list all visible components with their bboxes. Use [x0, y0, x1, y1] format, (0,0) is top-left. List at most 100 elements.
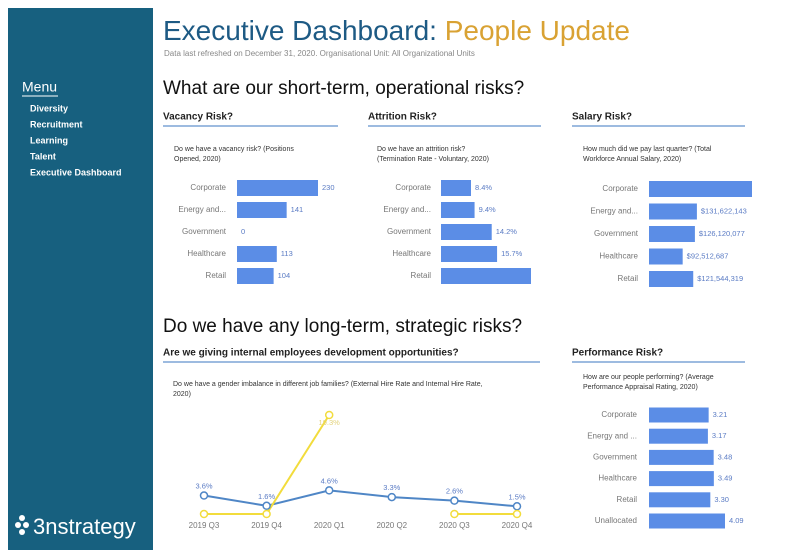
value-label: 1.6% [258, 492, 275, 501]
panel-subtitle: Do we have a gender imbalance in differe… [173, 381, 483, 388]
category-label: Healthcare [598, 474, 637, 483]
category-label: Government [593, 453, 638, 462]
category-label: Healthcare [187, 249, 226, 258]
menu-item[interactable]: Diversity [30, 103, 68, 113]
category-label: Healthcare [392, 249, 431, 258]
category-label: Energy and... [590, 207, 638, 216]
menu-item[interactable]: Recruitment [30, 119, 83, 129]
value-label: 230 [322, 183, 335, 192]
value-label: 3.3% [383, 483, 400, 492]
category-label: Energy and ... [587, 431, 637, 440]
panel-title: Salary Risk? [572, 112, 632, 123]
series-line [204, 414, 517, 515]
x-tick-label: 2019 Q3 [189, 521, 220, 530]
series-line [203, 489, 518, 508]
value-label: 104 [278, 271, 291, 280]
value-label: 15.7% [501, 249, 523, 258]
logo: 3nstrategy [15, 514, 136, 539]
category-label: Corporate [395, 183, 431, 192]
category-label: Government [182, 227, 227, 236]
logo-dot [19, 529, 25, 535]
bar [441, 202, 475, 218]
title-main: Executive Dashboard: [163, 15, 437, 46]
category-label: Retail [411, 271, 432, 280]
bar [649, 513, 725, 529]
menu-item[interactable]: Learning [30, 135, 68, 145]
value-label: 8.4% [475, 183, 492, 192]
category-label: Corporate [190, 183, 226, 192]
panel-subtitle: (Termination Rate - Voluntary, 2020) [377, 156, 489, 163]
bar [237, 202, 287, 218]
value-label: 113 [281, 249, 293, 258]
page-title: Executive Dashboard: People Update [163, 15, 630, 46]
logo-dot [15, 522, 21, 528]
panel-subtitle: 2020) [173, 391, 191, 398]
point [512, 502, 522, 511]
section-heading: What are our short-term, operational ris… [163, 78, 524, 99]
panel-title: Are we giving internal employees develop… [163, 348, 459, 359]
x-tick-label: 2020 Q1 [314, 521, 345, 530]
x-tick-label: 2019 Q4 [251, 521, 282, 530]
panel-subtitle: How are our people performing? (Average [583, 374, 714, 381]
panel-title: Attrition Risk? [368, 112, 437, 123]
logo-dot [19, 515, 25, 521]
value-label: 1.5% [508, 492, 525, 501]
bar [649, 492, 711, 508]
category-label: Unallocated [595, 516, 637, 525]
bar [441, 246, 498, 262]
value-label: $92,512,687 [687, 251, 729, 260]
category-label: Retail [206, 271, 227, 280]
section-heading: Do we have any long-term, strategic risk… [163, 316, 522, 337]
point [324, 410, 334, 420]
bar [441, 268, 531, 284]
point [450, 496, 459, 505]
point [512, 509, 522, 519]
value-label: 2.6% [446, 487, 463, 496]
value-label: 3.6% [195, 482, 212, 491]
point [199, 509, 209, 519]
point [324, 486, 334, 495]
x-tick-label: 2020 Q3 [439, 521, 470, 530]
panel-subtitle: Do we have an attrition risk? [377, 146, 465, 153]
category-label: Energy and... [178, 205, 226, 214]
category-label: Government [387, 227, 432, 236]
value-label: 19.3% [319, 418, 341, 427]
point [262, 501, 271, 511]
page-subtitle: Data last refreshed on December 31, 2020… [164, 49, 475, 58]
bar [649, 248, 683, 265]
title-highlight: People Update [445, 15, 630, 46]
sidebar [8, 8, 153, 550]
panel-subtitle: How much did we pay last quarter? (Total [583, 146, 712, 153]
category-label: Retail [617, 495, 638, 504]
value-label: 3.49 [718, 474, 733, 483]
point [450, 509, 459, 519]
value-label: $121,544,319 [697, 274, 743, 283]
bar [649, 203, 697, 220]
category-label: Corporate [601, 410, 637, 419]
value-label: 141 [291, 205, 304, 214]
menu-item[interactable]: Executive Dashboard [30, 167, 122, 177]
bar [649, 428, 708, 444]
menu-item[interactable]: Talent [30, 151, 56, 161]
x-tick-label: 2020 Q2 [376, 521, 407, 530]
bar [237, 246, 277, 262]
logo-dot [23, 522, 29, 528]
panel-subtitle: Performance Appraisal Rating, 2020) [583, 384, 698, 391]
value-label: $131,622,143 [701, 206, 747, 215]
point [199, 491, 209, 500]
value-label: $126,120,077 [699, 229, 745, 238]
bar [237, 268, 274, 284]
panel-subtitle: Opened, 2020) [174, 156, 221, 163]
bar [441, 224, 492, 240]
value-label: 4.6% [321, 476, 338, 485]
value-label: 3.30 [714, 495, 729, 504]
value-label: 9.4% [479, 205, 496, 214]
category-label: Energy and... [383, 205, 431, 214]
value-label: 3.21 [713, 410, 728, 419]
logo-text: 3nstrategy [33, 514, 136, 539]
bar [649, 181, 752, 197]
value-label: 0 [241, 227, 245, 236]
category-label: Government [594, 229, 639, 238]
